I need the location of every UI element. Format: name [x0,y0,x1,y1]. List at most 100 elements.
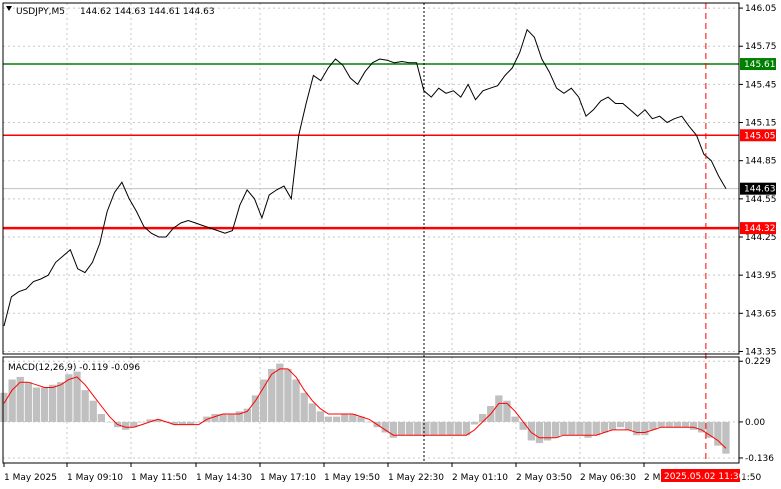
price-tick-label: 143.35 [745,347,777,357]
macd-bar [560,421,568,436]
price-line [3,28,727,327]
price-tick-label: 144.25 [745,233,777,243]
time-tick-label: 1 May 11:50 [131,473,187,483]
price-tick-label: 144.85 [745,157,777,167]
macd-bar [219,414,227,422]
time-tick-label: 2 M [644,473,660,483]
time-tick-label: 1 May 14:30 [196,473,252,483]
time-tick-label: 2 May 01:10 [452,473,508,483]
macd-bar [73,371,81,422]
macd-signal [3,368,727,449]
price-tick-label: 146.05 [745,4,777,14]
macd-bar [341,414,349,422]
time-tick-label: 2 May 06:30 [580,473,636,483]
macd-bar [308,403,316,422]
macd-bar [32,387,41,422]
macd-bar [600,421,608,433]
macd-bar [641,421,649,436]
macd-bar [211,414,219,422]
price-series [3,28,727,327]
macd-axis: 0.229 0.00 -0.136 [739,357,774,464]
level-tag-label: 144.32 [744,224,776,234]
level-labels: 145.61 145.05 144.32 144.63 [740,58,776,235]
macd-bar [722,421,730,454]
macd-bar [543,421,552,441]
price-tick-label: 143.65 [745,309,777,319]
price-tick-label: 145.75 [745,42,777,52]
macd-bar [714,421,722,446]
macd-bar [381,421,389,433]
price-tick-label: 144.55 [745,195,777,205]
macd-bar [170,421,178,425]
macd-bar [673,421,681,428]
macd-bar [479,414,487,422]
time-tick-label: 1:50 [741,473,761,483]
level-tag-label: 145.05 [744,131,776,141]
macd-bar [122,421,130,430]
macd-bar [8,379,16,422]
macd-bar [186,421,195,425]
macd-bar [633,421,641,436]
price-axis: 146.05 145.75 145.45 145.15 144.85 144.55 144.… [739,4,777,357]
macd-bar [519,421,527,430]
macd-bar [276,363,284,422]
macd-bar [698,421,706,433]
macd-bar [16,376,24,422]
macd-tick-label: 0.00 [745,418,765,428]
level-tag [740,58,776,71]
time-tick-label: 1 May 2025 [4,473,57,483]
time-tick-label: 1 May 17:10 [260,473,316,483]
macd-bar [251,395,260,422]
price-tick-label: 145.45 [745,80,777,90]
macd-bar [284,368,292,422]
macd-bar [511,416,519,422]
macd-bar [178,421,187,425]
macd-bar [243,408,251,422]
macd-bar [316,411,324,422]
macd-bar [227,414,235,422]
macd-bar [706,421,714,438]
macd-bar [397,421,406,436]
price-tick-label: 143.95 [745,271,777,281]
macd-bar [470,421,479,425]
macd-bar [414,421,422,436]
macd-bar [49,384,57,422]
macd-bar [552,421,560,438]
macd-bar [357,416,365,422]
symbol-label: USDJPY,M5 [16,7,65,17]
collapse-arrow-icon[interactable] [6,6,12,11]
macd-label: MACD(12,26,9) -0.119 -0.096 [8,363,140,373]
vertical-markers [423,3,707,463]
time-tick-label: 1 May 22:30 [388,473,444,483]
macd-bar [503,400,511,422]
macd-bar [235,411,243,422]
macd-bar [568,421,576,436]
macd-bar [616,421,625,428]
macd-bar [292,379,300,422]
level-tag [740,222,776,235]
level-tag-label: 145.61 [744,60,776,70]
macd-bar [446,421,454,436]
time-tick-label: 2 May 03:50 [516,473,572,483]
macd-bar [389,421,397,438]
time-marker-tag [661,469,740,482]
price-tick-label: 145.15 [745,119,777,129]
macd-bar [665,421,673,428]
macd-bar [422,421,430,436]
macd-bar [608,421,617,430]
macd-bar [625,421,633,430]
macd-bar [681,421,690,428]
macd-bar [65,374,73,422]
macd-panel-frame [2,356,740,464]
macd-bar [138,421,146,423]
macd-bar [259,379,268,422]
macd-bar [146,419,154,422]
current-price-tag [740,182,776,195]
macd-bar [105,421,114,423]
macd-bar [0,392,8,422]
level-tag [740,129,776,142]
price-panel-frame [2,2,740,355]
time-axis: 1 May 2025 1 May 09:10 1 May 11:50 1 May 14… [3,463,761,483]
